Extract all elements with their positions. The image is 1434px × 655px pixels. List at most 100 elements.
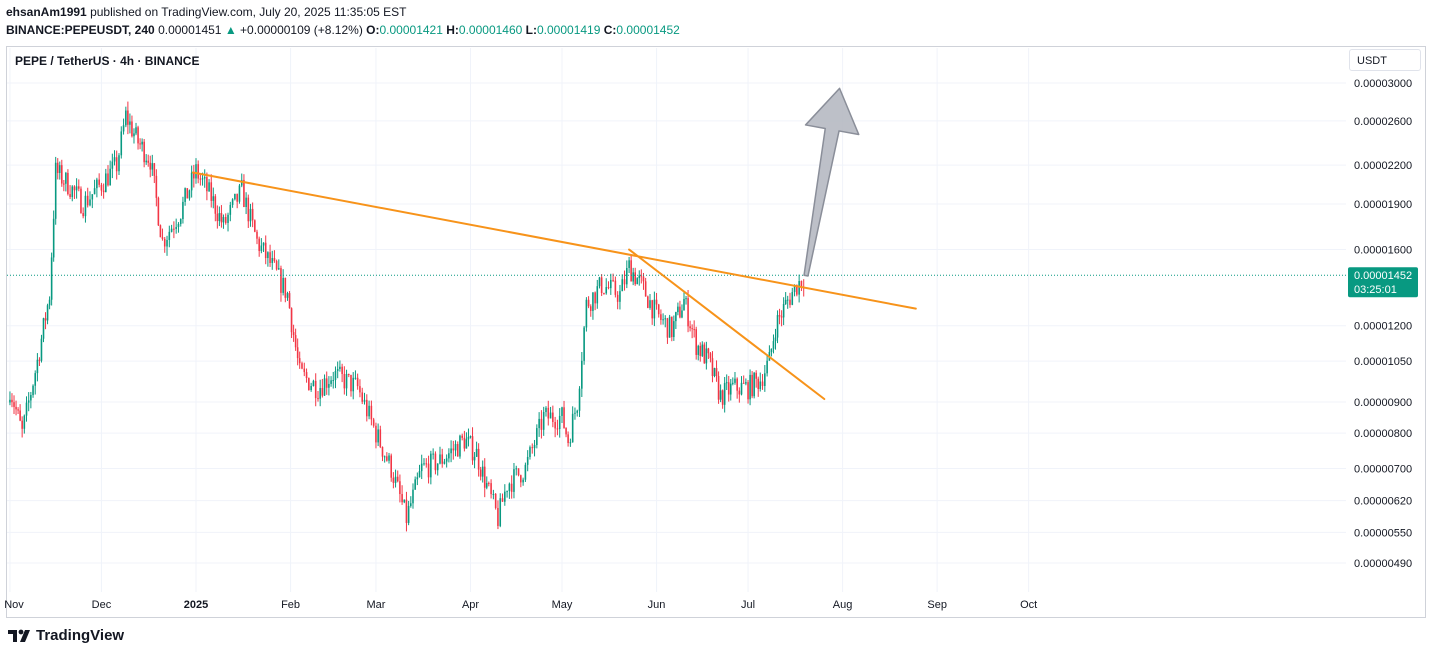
candle-body (392, 477, 395, 483)
candle-body (216, 213, 219, 222)
close-value: 0.00001452 (616, 23, 680, 37)
candle-body (403, 499, 406, 503)
candle-body (477, 448, 480, 470)
publish-info: ehsanAm1991 published on TradingView.com… (6, 5, 407, 19)
x-tick-label: Apr (462, 599, 479, 611)
candle-body (48, 299, 51, 306)
last-price: 0.00001451 (158, 23, 222, 37)
candle-body (651, 300, 653, 319)
candle-body (328, 383, 330, 388)
candle-body (742, 382, 745, 384)
y-tick-label: 0.00001050 (1354, 356, 1412, 368)
candle-body (526, 456, 529, 465)
candle-body (161, 237, 164, 239)
candle-body (254, 220, 256, 232)
candle-body (314, 380, 317, 399)
candle-body (664, 318, 667, 320)
projection-arrow (803, 87, 860, 277)
price-change: +0.00000109 (+8.12%) (240, 23, 363, 37)
candle-body (399, 481, 401, 495)
candle-body (668, 316, 671, 338)
candle-body (141, 141, 143, 145)
candle-body (594, 292, 596, 304)
candle-body (32, 385, 34, 396)
candle-body (301, 363, 303, 369)
candle-body (488, 483, 490, 485)
candle-body (251, 208, 254, 221)
candle-body (23, 415, 26, 429)
candle-body (38, 359, 41, 361)
candle-body (102, 190, 105, 193)
candle-body (749, 374, 751, 400)
candle-body (56, 162, 59, 173)
author-name[interactable]: ehsanAm1991 (6, 5, 87, 19)
candle-body (619, 291, 621, 302)
candle-body (793, 284, 796, 293)
candle-body (614, 280, 617, 295)
candle-body (294, 335, 297, 348)
candle-body (262, 242, 265, 246)
candle-body (288, 293, 291, 309)
candle-body (137, 127, 139, 144)
candle-body (628, 260, 630, 269)
candle-body (343, 373, 346, 389)
candle-body (186, 188, 189, 199)
candle-body (58, 165, 61, 173)
candle-body (558, 415, 561, 429)
currency-unit-button[interactable]: USDT (1349, 49, 1421, 71)
candle-body (515, 468, 518, 470)
y-tick-label: 0.00000490 (1354, 558, 1412, 570)
candle-body (366, 399, 368, 417)
candle-body (450, 448, 452, 454)
candle-body (71, 186, 74, 198)
candle-body (159, 225, 162, 238)
candle-body (709, 353, 712, 359)
candle-body (732, 382, 734, 384)
candle-body (626, 268, 628, 285)
candle-body (691, 328, 693, 330)
candle-body (517, 468, 520, 476)
candle-body (201, 178, 204, 180)
candle-body (497, 508, 499, 526)
tradingview-brand[interactable]: TradingView (8, 627, 124, 644)
candle-body (640, 275, 643, 277)
candle-body (461, 435, 463, 438)
candle-body (190, 172, 193, 191)
candle-body (697, 345, 700, 355)
candle-body (222, 217, 225, 223)
current-price-tag (1348, 267, 1418, 298)
candle-body (149, 162, 152, 170)
candle-body (475, 448, 478, 457)
candle-body (483, 466, 486, 488)
candle-body (308, 378, 310, 390)
x-tick-label: Oct (1020, 599, 1037, 611)
candle-body (687, 298, 689, 327)
candle-body (747, 382, 749, 400)
candle-body (120, 131, 123, 156)
candle-body (243, 179, 245, 207)
candle-body (786, 299, 789, 301)
candle-body (321, 388, 324, 396)
candle-body (77, 186, 80, 189)
descending-resistance-trendline (191, 171, 917, 310)
candle-body (377, 429, 379, 443)
candle-body (115, 157, 118, 172)
ohlc-legend: BINANCE:PEPEUSDT, 240 0.00001451 ▲ +0.00… (6, 23, 680, 37)
x-tick-label: Jul (741, 599, 755, 611)
candle-body (317, 398, 319, 400)
candle-body (770, 348, 773, 352)
candle-body (471, 436, 474, 461)
candle-body (581, 360, 583, 389)
y-tick-label: 0.00000550 (1354, 527, 1412, 539)
candle-body (25, 402, 28, 416)
candle-body (296, 347, 299, 359)
candle-body (13, 402, 15, 407)
candle-body (339, 366, 341, 369)
candle-body (184, 188, 186, 202)
candle-body (195, 164, 197, 179)
candle-body (179, 219, 182, 225)
candle-body (734, 378, 736, 383)
high-value: 0.00001460 (458, 23, 523, 37)
candle-body (445, 458, 448, 462)
